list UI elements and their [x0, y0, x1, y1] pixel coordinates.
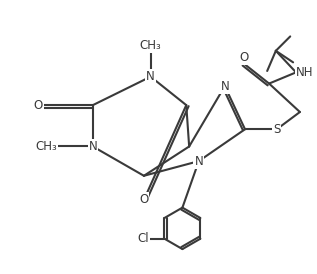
Text: CH₃: CH₃ [36, 140, 57, 153]
Text: N: N [88, 140, 97, 153]
Text: O: O [239, 51, 249, 64]
Text: O: O [33, 99, 42, 112]
Text: CH₃: CH₃ [140, 39, 162, 52]
Text: O: O [139, 193, 149, 206]
Text: N: N [194, 155, 203, 168]
Text: Cl: Cl [137, 232, 149, 245]
Text: N: N [146, 70, 155, 83]
Text: N: N [220, 80, 229, 93]
Text: NH: NH [296, 66, 314, 79]
Text: S: S [273, 123, 281, 136]
